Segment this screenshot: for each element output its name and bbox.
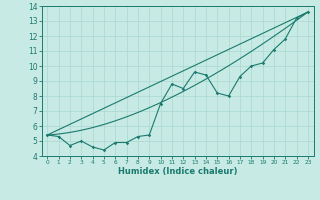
X-axis label: Humidex (Indice chaleur): Humidex (Indice chaleur) — [118, 167, 237, 176]
